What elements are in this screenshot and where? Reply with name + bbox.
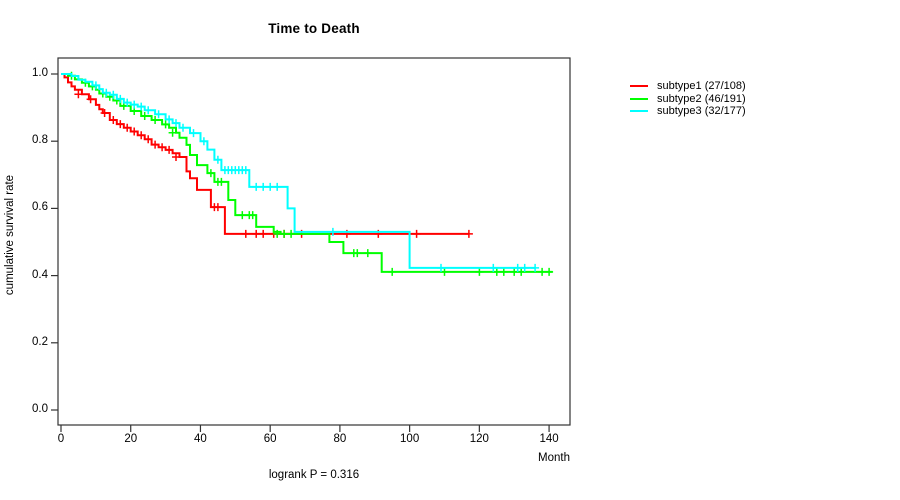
y-tick-label: 0.2 bbox=[32, 335, 48, 348]
x-tick-label: 0 bbox=[57, 433, 65, 445]
survival-curve-subtype3 bbox=[61, 73, 536, 269]
legend-line-swatch-subtype3 bbox=[630, 110, 648, 113]
y-tick-label: 0.0 bbox=[32, 403, 48, 415]
x-tick-label: 120 bbox=[469, 433, 489, 445]
x-tick-label: 20 bbox=[124, 433, 138, 445]
survival-curve-subtype1 bbox=[61, 73, 469, 235]
x-tick-label: 40 bbox=[194, 433, 207, 445]
legend-label-subtype1: subtype1 (27/108) bbox=[657, 80, 746, 93]
legend-item-subtype1: subtype1 (27/108) bbox=[630, 80, 746, 93]
legend-label-subtype2: subtype2 (46/191) bbox=[657, 92, 746, 105]
legend-line-swatch-subtype1 bbox=[630, 85, 648, 88]
censor-marks-subtype2 bbox=[67, 71, 554, 276]
x-tick-label: 140 bbox=[539, 433, 559, 445]
legend-label-subtype3: subtype3 (32/177) bbox=[657, 105, 746, 118]
logrank-p-annotation: logrank P = 0.316 bbox=[268, 469, 360, 481]
censor-marks-subtype3 bbox=[91, 81, 540, 272]
plot-box bbox=[57, 57, 571, 426]
y-tick-label: 0.6 bbox=[32, 201, 48, 214]
y-axis-label: cumulative survival rate bbox=[4, 174, 16, 296]
x-tick-label: 100 bbox=[400, 433, 420, 445]
legend-line-swatch-subtype2 bbox=[630, 97, 648, 100]
y-tick-label: 0.4 bbox=[32, 268, 48, 281]
x-axis-label: Month bbox=[538, 452, 570, 464]
x-tick-label: 60 bbox=[263, 433, 277, 445]
y-tick-label: 0.8 bbox=[32, 134, 48, 147]
chart-title: Time to Death bbox=[268, 21, 360, 36]
legend-item-subtype3: subtype3 (32/177) bbox=[630, 105, 746, 118]
legend: subtype1 (27/108) subtype2 (46/191) subt… bbox=[630, 80, 746, 118]
x-tick-label: 80 bbox=[333, 433, 347, 445]
y-tick-label: 1.0 bbox=[32, 67, 48, 79]
legend-item-subtype2: subtype2 (46/191) bbox=[630, 93, 746, 106]
